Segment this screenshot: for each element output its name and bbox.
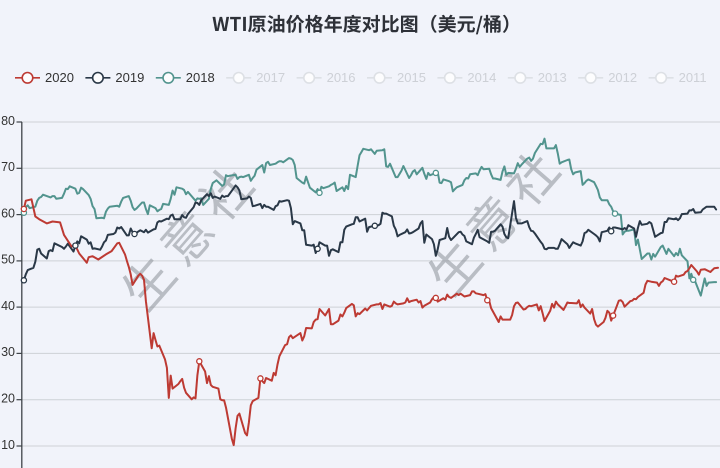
svg-text:2018: 2018 xyxy=(186,70,215,85)
svg-text:40: 40 xyxy=(1,299,15,313)
svg-text:2020: 2020 xyxy=(45,70,74,85)
svg-text:2011: 2011 xyxy=(679,70,707,85)
svg-text:50: 50 xyxy=(1,253,15,267)
svg-text:2019: 2019 xyxy=(115,70,144,85)
svg-text:60: 60 xyxy=(1,206,15,220)
svg-text:2017: 2017 xyxy=(256,70,285,85)
svg-text:2012: 2012 xyxy=(608,70,637,85)
svg-text:2013: 2013 xyxy=(538,70,567,85)
svg-text:80: 80 xyxy=(1,114,15,128)
svg-text:30: 30 xyxy=(1,345,15,359)
svg-text:2015: 2015 xyxy=(397,70,426,85)
svg-text:10: 10 xyxy=(1,438,15,452)
svg-text:2014: 2014 xyxy=(467,70,496,85)
svg-text:2016: 2016 xyxy=(327,70,356,85)
svg-text:20: 20 xyxy=(1,391,15,405)
svg-text:70: 70 xyxy=(1,160,15,174)
